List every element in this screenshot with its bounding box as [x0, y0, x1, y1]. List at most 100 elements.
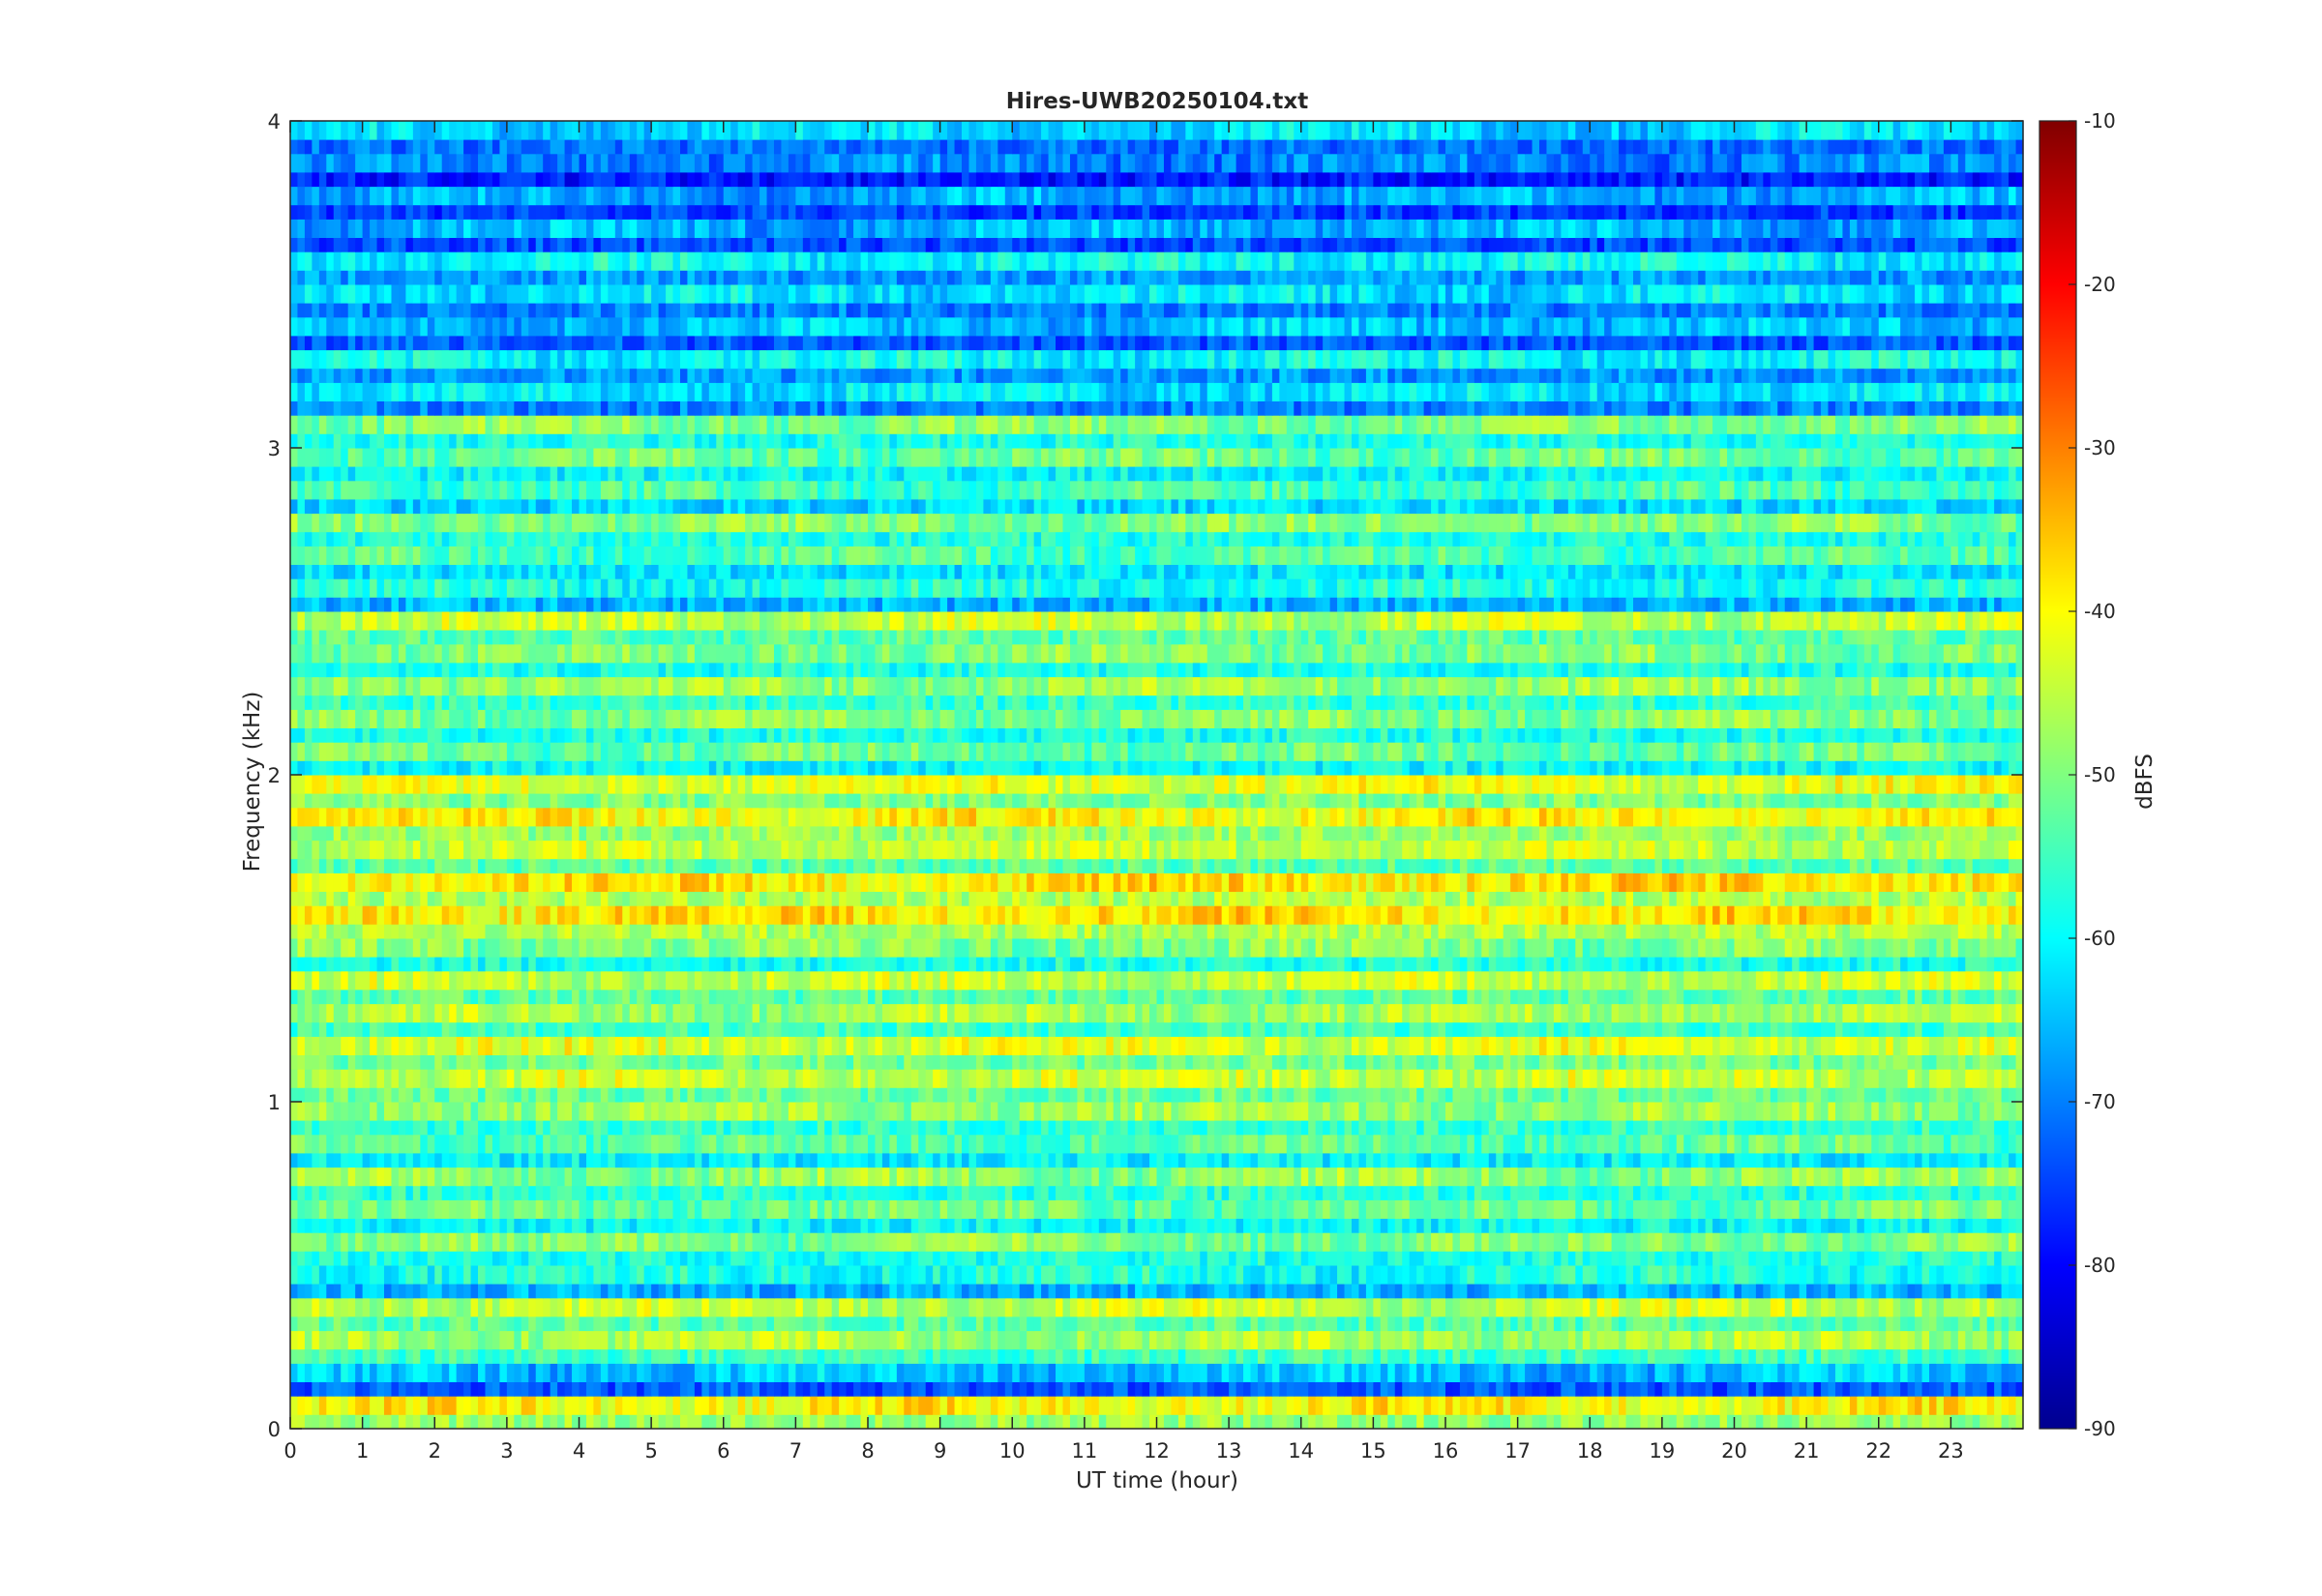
heatmap-cell [1163, 1316, 1173, 1332]
heatmap-cell [954, 1414, 963, 1430]
heatmap-cell [478, 1120, 487, 1136]
heatmap-cell [1532, 1251, 1540, 1266]
heatmap-cell [1683, 1316, 1692, 1332]
heatmap-cell [629, 1265, 638, 1286]
heatmap-cell [708, 1102, 717, 1122]
heatmap-cell [1763, 1382, 1771, 1397]
heatmap-cell [1654, 1414, 1663, 1430]
heatmap-cell [1177, 1219, 1186, 1233]
heatmap-cell [1142, 1120, 1150, 1136]
heatmap-cell [1177, 1232, 1186, 1253]
heatmap-cell [1004, 1265, 1013, 1286]
heatmap-cell [795, 1316, 804, 1332]
heatmap-cell [1431, 1102, 1440, 1122]
heatmap-cell [1163, 1330, 1173, 1350]
heatmap-cell [817, 1316, 825, 1332]
heatmap-cell [456, 1153, 464, 1168]
heatmap-cell [1886, 1297, 1894, 1317]
heatmap-cell [290, 1330, 299, 1350]
heatmap-cell [1582, 1134, 1591, 1154]
heatmap-cell [1676, 1284, 1684, 1299]
heatmap-cell [788, 1153, 796, 1168]
heatmap-cell [1149, 1153, 1158, 1168]
heatmap-cell [687, 1087, 696, 1103]
heatmap-cell [1337, 1167, 1346, 1187]
heatmap-cell [1806, 1102, 1815, 1122]
heatmap-cell [730, 1186, 739, 1200]
heatmap-cell [1308, 1120, 1317, 1136]
heatmap-cell [1871, 1316, 1880, 1332]
heatmap-cell [412, 1382, 421, 1397]
heatmap-cell [1431, 1396, 1440, 1416]
heatmap-cell [1192, 1167, 1201, 1187]
heatmap-cell [1135, 1349, 1144, 1364]
heatmap-cell [1748, 1120, 1757, 1136]
heatmap-cell [723, 1087, 731, 1103]
heatmap-cell [1077, 1153, 1086, 1168]
heatmap-cell [1308, 1102, 1317, 1122]
heatmap-cell [1315, 1284, 1324, 1299]
heatmap-cell [1770, 1134, 1778, 1154]
heatmap-cell [1596, 1199, 1605, 1220]
heatmap-cell [716, 1297, 725, 1317]
heatmap-cell [1567, 1232, 1576, 1253]
heatmap-cell [1120, 1134, 1129, 1154]
heatmap-cell [1770, 1102, 1778, 1122]
heatmap-cell [1394, 1199, 1403, 1220]
heatmap-cell [2001, 1316, 2009, 1332]
heatmap-cell [831, 1316, 840, 1332]
heatmap-cell [701, 1069, 710, 1089]
heatmap-cell [666, 1396, 674, 1416]
heatmap-cell [881, 1414, 890, 1430]
heatmap-cell [1127, 1153, 1136, 1168]
heatmap-cell [1625, 1120, 1634, 1136]
heatmap-cell [1387, 1219, 1396, 1233]
heatmap-cell [1358, 1251, 1367, 1266]
heatmap-cell [759, 1284, 768, 1299]
heatmap-cell [1619, 1120, 1627, 1136]
heatmap-cell [412, 1316, 421, 1332]
heatmap-cell [1387, 1265, 1396, 1286]
heatmap-cell [405, 1153, 414, 1168]
heatmap-cell [1928, 1382, 1938, 1397]
heatmap-cell [1120, 1265, 1129, 1286]
heatmap-cell [1229, 1382, 1237, 1397]
heatmap-cell [1763, 1199, 1771, 1220]
heatmap-cell [983, 1284, 992, 1299]
heatmap-cell [643, 1153, 652, 1168]
heatmap-cell [593, 1232, 602, 1253]
heatmap-cell [557, 1120, 566, 1136]
heatmap-cell [441, 1330, 450, 1350]
heatmap-cell [1163, 1349, 1173, 1364]
heatmap-cell [312, 1316, 320, 1332]
heatmap-cell [1770, 1153, 1778, 1168]
heatmap-cell [304, 1363, 313, 1383]
heatmap-cell [1004, 1363, 1013, 1383]
heatmap-cell [478, 1186, 487, 1200]
heatmap-cell [1741, 1167, 1750, 1187]
heatmap-cell [550, 1297, 558, 1317]
heatmap-cell [1575, 1414, 1584, 1430]
heatmap-cell [470, 1167, 479, 1187]
heatmap-cell [521, 1134, 529, 1154]
heatmap-cell [1575, 1134, 1584, 1154]
heatmap-cell [1834, 1186, 1844, 1200]
heatmap-cell [521, 1316, 529, 1332]
heatmap-cell [1315, 1316, 1324, 1332]
heatmap-cell [672, 1153, 681, 1168]
heatmap-cell [1135, 1219, 1144, 1233]
heatmap-cell [1834, 1120, 1844, 1136]
heatmap-cell [1106, 1199, 1115, 1220]
heatmap-cell [1633, 1134, 1642, 1154]
heatmap-cell [1619, 1265, 1627, 1286]
heatmap-cell [1127, 1414, 1136, 1430]
heatmap-cell [1286, 1134, 1295, 1154]
heatmap-cell [1300, 1363, 1309, 1383]
heatmap-cell [463, 1102, 472, 1122]
heatmap-cell [1488, 1251, 1497, 1266]
heatmap-cell [412, 1167, 421, 1187]
heatmap-cell [658, 1167, 667, 1187]
heatmap-cell [434, 1349, 443, 1364]
heatmap-cell [1972, 1284, 1980, 1299]
heatmap-cell [881, 1330, 890, 1350]
